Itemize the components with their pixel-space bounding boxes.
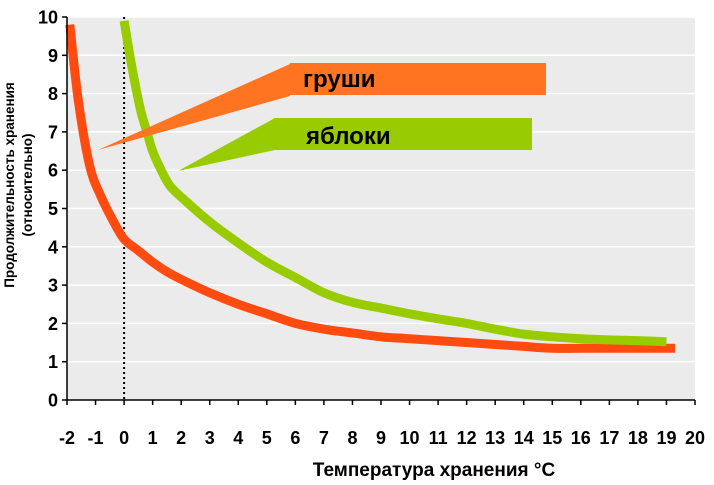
callout-pointer-apples bbox=[178, 118, 275, 171]
y-tick-label: 0 bbox=[48, 391, 58, 411]
y-tick-labels: 0 1 2 3 4 5 6 7 8 9 10 bbox=[38, 8, 67, 411]
x-tick-label: 20 bbox=[685, 428, 705, 448]
callout-label-pears: груши bbox=[303, 66, 375, 93]
callout-label-apples: яблоки bbox=[305, 123, 391, 150]
x-tick-label: 14 bbox=[514, 428, 534, 448]
callout-box-pears bbox=[290, 63, 546, 95]
grid-lines bbox=[67, 16, 695, 363]
x-axis-title: Температура хранения °C bbox=[313, 460, 556, 481]
y-tick-label: 1 bbox=[48, 352, 58, 372]
x-tick-label: -2 bbox=[59, 428, 75, 448]
x-tick-label: 11 bbox=[429, 428, 448, 448]
y-tick-label: 6 bbox=[48, 161, 58, 181]
x-tick-label: 0 bbox=[119, 428, 129, 448]
y-tick-label: 8 bbox=[48, 84, 58, 104]
x-tick-label: 5 bbox=[262, 428, 272, 448]
x-tick-label: 15 bbox=[542, 428, 562, 448]
x-tick-label: 7 bbox=[319, 428, 329, 448]
x-tick-label: 1 bbox=[148, 428, 158, 448]
callout-box-apples bbox=[274, 118, 532, 150]
y-axis-title-line2: (относительно) bbox=[20, 134, 35, 237]
y-tick-label: 3 bbox=[48, 276, 58, 296]
x-tick-label: 17 bbox=[599, 428, 619, 448]
x-tick-label: 13 bbox=[485, 428, 505, 448]
x-tick-labels: -2 -1 0 1 2 3 4 5 6 7 8 9 10 11 12 13 14 15 16 17 18 19 20 bbox=[59, 400, 705, 448]
y-tick-label: 7 bbox=[48, 122, 58, 142]
x-tick-label: 6 bbox=[290, 428, 300, 448]
x-tick-label: 8 bbox=[347, 428, 357, 448]
x-tick-label: 2 bbox=[176, 428, 186, 448]
x-tick-label: 9 bbox=[376, 428, 386, 448]
x-tick-label: 18 bbox=[628, 428, 648, 448]
y-axis-title-line1: Продолжительность хранения bbox=[2, 82, 17, 288]
x-tick-label: 12 bbox=[457, 428, 477, 448]
x-tick-label: 10 bbox=[400, 428, 420, 448]
y-tick-label: 9 bbox=[48, 46, 58, 66]
series-line-pears bbox=[65, 24, 676, 353]
y-tick-label: 4 bbox=[48, 237, 58, 257]
x-tick-label: 19 bbox=[656, 428, 676, 448]
legend-callouts: груши яблоки bbox=[98, 63, 546, 171]
y-tick-label: 10 bbox=[38, 8, 58, 28]
y-tick-label: 5 bbox=[48, 199, 58, 219]
x-tick-label: 3 bbox=[205, 428, 215, 448]
x-tick-label: 16 bbox=[571, 428, 591, 448]
x-tick-label: 4 bbox=[233, 428, 243, 448]
x-tick-label: -1 bbox=[88, 428, 104, 448]
callout-pointer-pears bbox=[98, 64, 290, 150]
y-tick-label: 2 bbox=[48, 314, 58, 334]
